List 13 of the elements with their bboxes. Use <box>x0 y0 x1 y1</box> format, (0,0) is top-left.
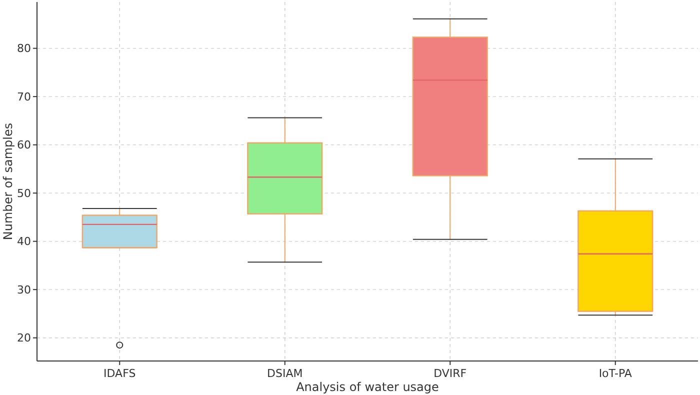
y-tick-label: 60 <box>17 138 31 152</box>
y-tick-label: 30 <box>17 283 31 296</box>
y-tick-label: 80 <box>17 42 31 56</box>
y-tick-label: 70 <box>17 90 31 104</box>
x-tick-label: IoT-PA <box>598 367 632 380</box>
x-tick-label: DSIAM <box>267 367 303 380</box>
y-tick-label: 20 <box>17 332 31 345</box>
x-tick-label: DVIRF <box>434 367 467 380</box>
x-tick-label: IDAFS <box>104 367 136 380</box>
y-axis-title: Number of samples <box>1 122 15 240</box>
y-tick-label: 50 <box>17 186 31 200</box>
x-axis-title: Analysis of water usage <box>296 380 439 394</box>
y-tick-label: 40 <box>17 235 31 248</box>
